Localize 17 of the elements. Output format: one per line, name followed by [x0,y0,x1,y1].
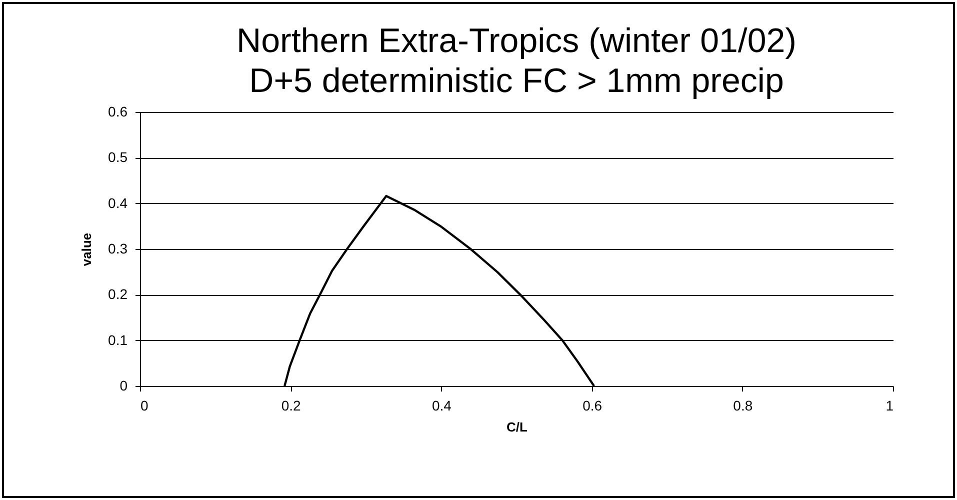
y-tick-label: 0.2 [108,286,128,302]
x-tick-label: 0.6 [582,398,602,414]
y-tick-label: 0.4 [108,194,128,211]
x-tick-label: 0.8 [733,398,753,414]
y-tick-label: 0.3 [108,240,128,256]
y-tick-label: 0 [120,378,128,394]
x-tick-label: 1 [886,398,894,414]
x-tick-label: 0 [140,398,148,414]
x-axis-title: C/L [506,420,528,434]
y-tick-label: 0.6 [108,104,128,120]
y-tick-label: 0.1 [108,332,128,348]
y-tick-label: 0.5 [108,149,128,166]
text: Northern Extra-Tropics (winter 01/02) [236,22,796,60]
x-tick-label: 0.4 [432,398,452,414]
y-axis-title: value [79,232,94,266]
x-tick-label: 0.2 [281,398,302,414]
text: D+5 deterministic FC > 1mm precip [249,62,784,100]
